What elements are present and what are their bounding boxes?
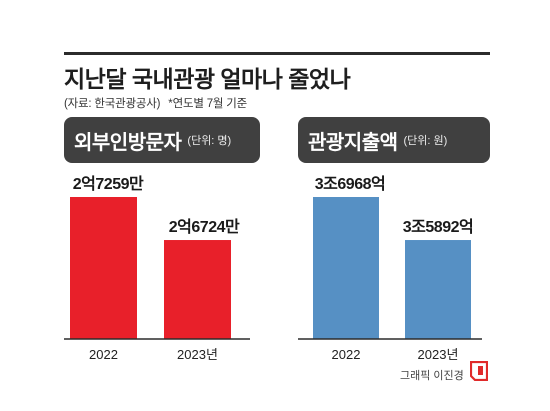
note-text: *연도별 7월 기준: [168, 98, 248, 110]
data-label-spending-1: 3조5892억: [403, 217, 473, 236]
chart-title-visitors: 외부인방문자: [74, 131, 182, 154]
source-line: (자료: 한국관광공사) *연도별 7월 기준: [64, 95, 247, 111]
category-label-spending-0: 2022: [332, 347, 361, 362]
chart-spending: 3조6968억 2022 3조5892억 2023년: [298, 174, 482, 362]
bar-visitors-1: [164, 240, 231, 339]
chart-visitors: 2억7259만 2022 2억6724만 2023년: [64, 174, 250, 362]
publisher-logo-icon: [470, 361, 488, 381]
category-label-spending-1: 2023년: [418, 347, 459, 362]
category-label-visitors-0: 2022: [89, 347, 118, 362]
graphic-credit: 그래픽 이진경: [400, 370, 464, 382]
data-label-visitors-0: 2억7259만: [73, 174, 144, 193]
data-label-spending-0: 3조6968억: [315, 174, 385, 193]
chart-title-pill-spending: 관광지출액 (단위: 원): [298, 117, 490, 163]
page-title: 지난달 국내관광 얼마나 줄었나: [64, 66, 351, 92]
chart-unit-visitors: (단위: 명): [187, 135, 232, 147]
chart-title-pill-visitors: 외부인방문자 (단위: 명): [64, 117, 260, 163]
bar-visitors-0: [70, 197, 137, 339]
chart-unit-spending: (단위: 원): [403, 135, 448, 147]
data-label-visitors-1: 2억6724만: [169, 217, 240, 236]
chart-title-spending: 관광지출액: [308, 131, 398, 154]
category-label-visitors-1: 2023년: [177, 347, 218, 362]
bar-spending-0: [313, 197, 379, 339]
bar-spending-1: [405, 240, 471, 339]
top-rule: [64, 52, 490, 55]
source-text: (자료: 한국관광공사): [64, 98, 161, 110]
